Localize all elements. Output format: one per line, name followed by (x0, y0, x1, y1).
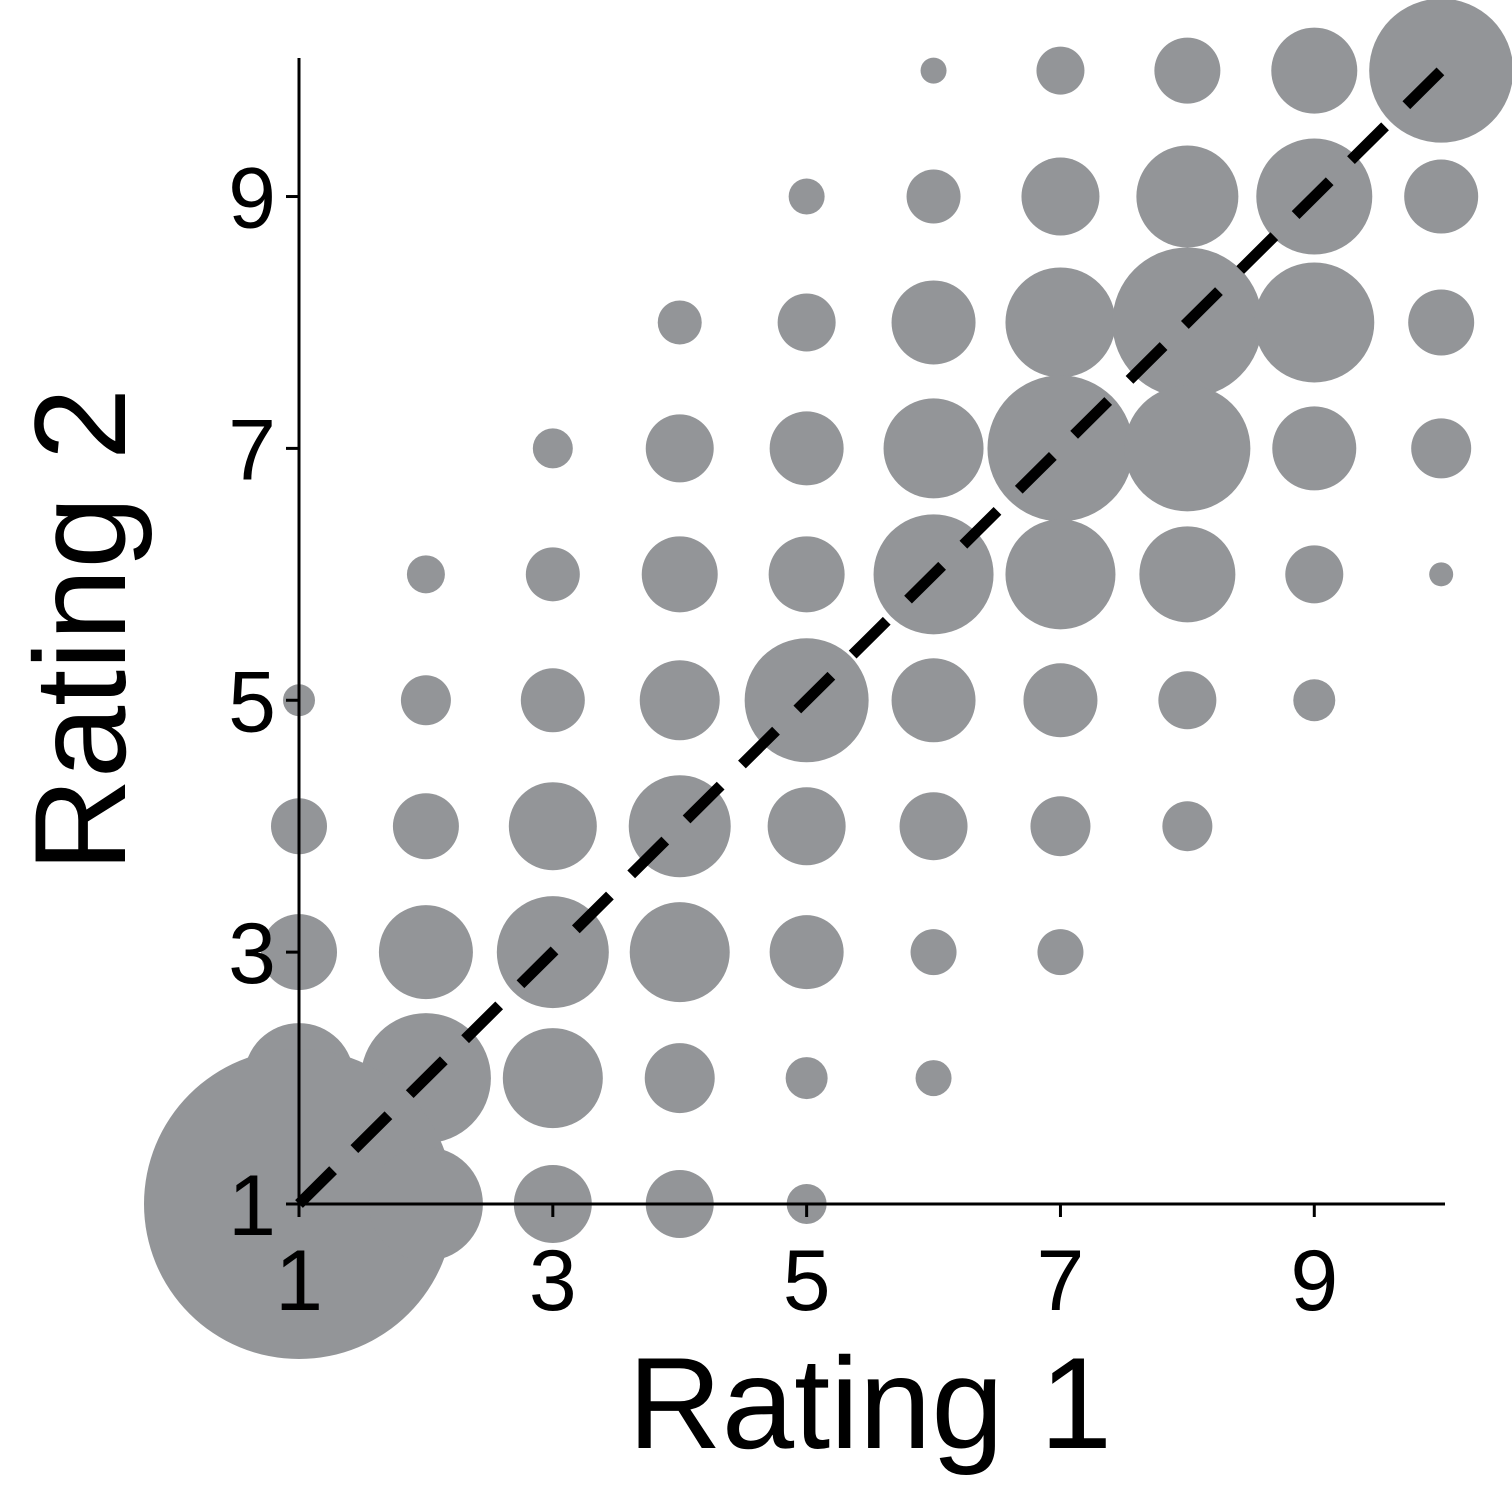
bubble (767, 787, 846, 866)
bubble (1162, 801, 1213, 852)
y-axis-title: Rating 2 (7, 388, 153, 872)
bubble (769, 411, 844, 486)
y-tick-label: 9 (228, 151, 276, 247)
bubble (883, 398, 984, 499)
x-tick-label: 7 (1037, 1233, 1085, 1329)
bubble (910, 929, 957, 976)
bubble (768, 536, 845, 613)
bubble (915, 1060, 952, 1097)
y-tick-label: 3 (228, 906, 276, 1002)
bubble (1369, 0, 1512, 143)
bubble (1411, 418, 1472, 479)
bubble (657, 300, 702, 345)
bubble (406, 555, 445, 594)
bubble (378, 905, 473, 1000)
bubble (777, 293, 836, 352)
x-axis-title: Rating 1 (628, 1330, 1112, 1476)
bubble (639, 660, 720, 741)
bubble (891, 280, 976, 365)
bubble (525, 547, 580, 602)
bubble (1271, 27, 1358, 114)
bubble (769, 915, 844, 990)
y-tick-label: 1 (228, 1158, 276, 1254)
bubble (1158, 671, 1217, 730)
bubble (520, 668, 585, 733)
bubble (641, 536, 718, 613)
bubble (1021, 157, 1100, 236)
bubble (1023, 663, 1098, 738)
bubble (987, 375, 1134, 522)
bubble (1030, 796, 1091, 857)
bubble (1272, 406, 1357, 491)
bubble (920, 57, 947, 84)
x-tick-label: 1 (275, 1233, 323, 1329)
bubble (400, 675, 451, 726)
bubble (891, 658, 976, 743)
bubble (1293, 679, 1336, 722)
bubble (785, 1057, 828, 1100)
y-tick-label: 5 (228, 654, 276, 750)
bubble (1124, 385, 1251, 512)
bubble (1285, 545, 1344, 604)
bubble (508, 782, 597, 871)
x-tick-label: 5 (783, 1233, 831, 1329)
bubble (1136, 145, 1239, 248)
bubble (788, 178, 825, 215)
bubble (629, 902, 730, 1003)
bubble (899, 792, 968, 861)
reference-line (295, 66, 1446, 1208)
bubble (1139, 526, 1236, 623)
bubble (1036, 46, 1085, 95)
bubble (645, 414, 714, 483)
bubble (1254, 262, 1375, 383)
bubble (1408, 289, 1475, 356)
bubble (1404, 159, 1479, 234)
bubble (1037, 929, 1084, 976)
bubble (1154, 37, 1221, 104)
bubble (644, 1043, 715, 1114)
bubble (906, 169, 961, 224)
bubble (392, 793, 459, 860)
bubble (1005, 267, 1116, 378)
y-tick-label: 7 (228, 402, 276, 498)
bubble (1005, 519, 1116, 630)
x-tick-label: 3 (529, 1233, 577, 1329)
bubble (532, 428, 573, 469)
bubble (1429, 562, 1454, 587)
bubble (502, 1028, 603, 1129)
x-tick-label: 9 (1290, 1233, 1338, 1329)
